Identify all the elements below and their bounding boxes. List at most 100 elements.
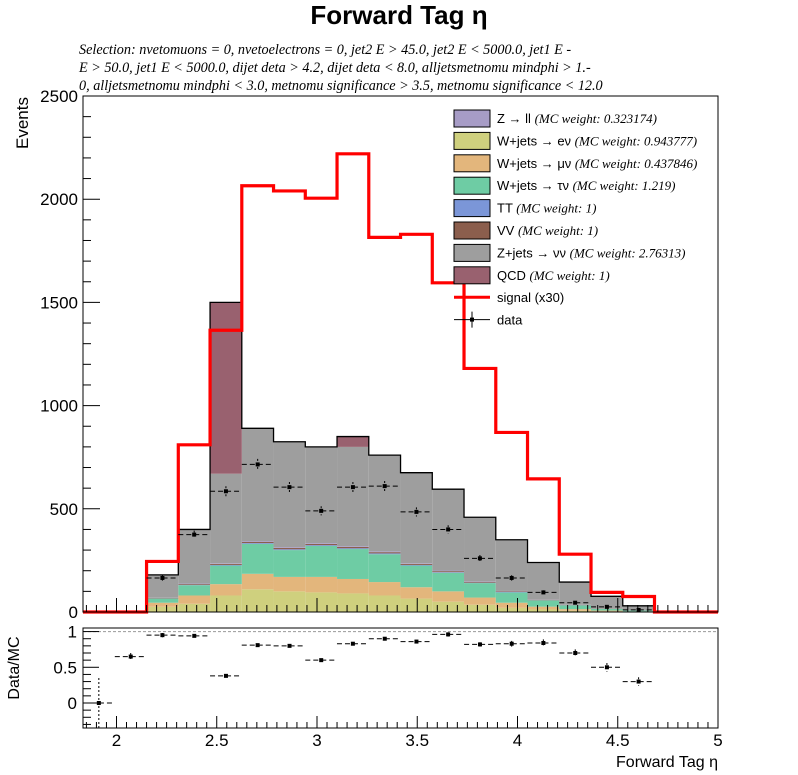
ratio-point bbox=[604, 665, 609, 670]
bar-Wev bbox=[464, 604, 496, 612]
legend-swatch bbox=[453, 243, 491, 262]
ratio-point bbox=[478, 642, 483, 647]
legend-label: QCD (MC weight: 1) bbox=[497, 268, 610, 283]
bar-Zll bbox=[432, 570, 465, 572]
legend-label: VV (MC weight: 1) bbox=[497, 223, 598, 238]
bar-Znn bbox=[368, 455, 401, 552]
data-point bbox=[160, 575, 165, 580]
bar-Znn bbox=[305, 446, 338, 544]
ratio-point bbox=[192, 633, 197, 638]
bar-Wev bbox=[400, 598, 433, 612]
main-frame bbox=[82, 95, 719, 613]
legend-label: Z → ll (MC weight: 0.323174) bbox=[497, 111, 657, 126]
legend-label: data bbox=[497, 313, 523, 328]
bar-QCD bbox=[210, 302, 242, 474]
legend-label: signal (x30) bbox=[497, 290, 564, 305]
bar-Wev bbox=[178, 603, 211, 612]
y-tick-label: 0.5 bbox=[53, 658, 77, 677]
y-tick-label: 0 bbox=[69, 603, 78, 622]
ratio-y-axis-label: Data/MC bbox=[6, 636, 23, 699]
bar-Wtv bbox=[368, 554, 401, 583]
data-point bbox=[287, 485, 292, 490]
ratio-point bbox=[509, 641, 514, 646]
bar-Wev bbox=[305, 592, 338, 612]
ratio-points bbox=[82, 632, 655, 728]
bar-Wtv bbox=[432, 572, 465, 592]
data-points bbox=[146, 458, 655, 612]
bar-Wtv bbox=[464, 583, 496, 598]
data-point bbox=[414, 509, 419, 514]
y-tick-label: 2000 bbox=[40, 190, 78, 209]
ratio-point bbox=[128, 654, 133, 659]
x-tick-label: 5 bbox=[713, 731, 722, 750]
bar-Wev bbox=[241, 589, 274, 612]
bar-Znn bbox=[559, 582, 592, 605]
bar-VV bbox=[210, 563, 242, 565]
ratio-point bbox=[160, 633, 165, 638]
y-axis-label: Events bbox=[13, 97, 32, 149]
legend-entry-Wev: W+jets → eν (MC weight: 0.943777) bbox=[453, 131, 697, 150]
x-tick-label: 2.5 bbox=[205, 731, 229, 750]
bar-Znn bbox=[591, 596, 623, 609]
selection-line: Selection: nvetomuons = 0, nvetoelectron… bbox=[79, 42, 572, 58]
bar-Znn bbox=[210, 473, 242, 564]
bar-Wmv bbox=[210, 584, 242, 596]
stacked-bars bbox=[146, 302, 655, 612]
data-point bbox=[382, 484, 387, 489]
x-tick-label: 4.5 bbox=[606, 731, 630, 750]
bar-Wmv bbox=[432, 591, 465, 602]
bar-Wtv bbox=[305, 545, 338, 577]
bar-Wtv bbox=[495, 592, 528, 603]
bar-VV bbox=[400, 563, 433, 565]
bar-TT bbox=[241, 543, 274, 544]
x-tick-label: 3 bbox=[312, 731, 321, 750]
legend-label: Z+jets → νν (MC weight: 2.76313) bbox=[497, 245, 686, 260]
ratio-point bbox=[287, 643, 292, 648]
legend-entry-Zll: Z → ll (MC weight: 0.323174) bbox=[453, 109, 657, 128]
bar-Wmv bbox=[241, 573, 274, 590]
bar-Wmv bbox=[273, 576, 306, 592]
bar-VV bbox=[432, 571, 465, 573]
main-x-axis bbox=[85, 598, 719, 612]
legend-label: TT (MC weight: 1) bbox=[497, 201, 596, 216]
bar-VV bbox=[273, 548, 306, 550]
bar-Znn bbox=[337, 446, 369, 547]
legend-entry-QCD: QCD (MC weight: 1) bbox=[453, 266, 610, 285]
bar-Zll bbox=[368, 551, 401, 553]
series-Wtv bbox=[146, 543, 655, 612]
bar-VV bbox=[178, 583, 211, 585]
bar-Wmv bbox=[178, 595, 211, 604]
x-axis-label: Forward Tag η bbox=[616, 754, 718, 771]
legend: Z → ll (MC weight: 0.323174) W+jets → eν … bbox=[453, 109, 697, 328]
ratio-point bbox=[446, 632, 451, 637]
bar-Wtv bbox=[241, 543, 274, 574]
bar-Wev bbox=[368, 595, 401, 612]
bar-VV bbox=[368, 552, 401, 554]
series-Wmv bbox=[146, 573, 655, 612]
legend-entry-Znn: Z+jets → νν (MC weight: 2.76313) bbox=[453, 243, 686, 262]
main-y-axis: 0 500 1000 1500 2000 2500 bbox=[40, 87, 100, 622]
bar-Wtv bbox=[400, 565, 433, 588]
bar-Znn bbox=[273, 441, 306, 548]
ratio-point bbox=[541, 641, 546, 645]
bar-Wmv bbox=[146, 602, 179, 607]
bar-TT bbox=[432, 572, 465, 573]
bar-Zll bbox=[337, 546, 369, 547]
selection-line: E > 50.0, jet1 E < 5000.0, dijet deta > … bbox=[79, 60, 591, 76]
y-tick-label: 1 bbox=[68, 623, 77, 642]
bar-Wmv bbox=[495, 602, 528, 608]
bar-VV bbox=[464, 581, 496, 583]
bar-TT bbox=[337, 548, 369, 550]
legend-label: W+jets → μν (MC weight: 0.437846) bbox=[497, 156, 697, 171]
ratio-point bbox=[414, 639, 419, 644]
legend-swatch bbox=[453, 176, 491, 195]
bar-Zll bbox=[241, 540, 274, 542]
ratio-point bbox=[636, 679, 641, 684]
legend-entry-TT: TT (MC weight: 1) bbox=[453, 199, 596, 218]
legend-swatch bbox=[453, 199, 491, 218]
y-tick-label: 1500 bbox=[40, 293, 78, 312]
legend-entry-signal: signal (x30) bbox=[454, 290, 564, 305]
bar-Wmv bbox=[527, 606, 560, 610]
